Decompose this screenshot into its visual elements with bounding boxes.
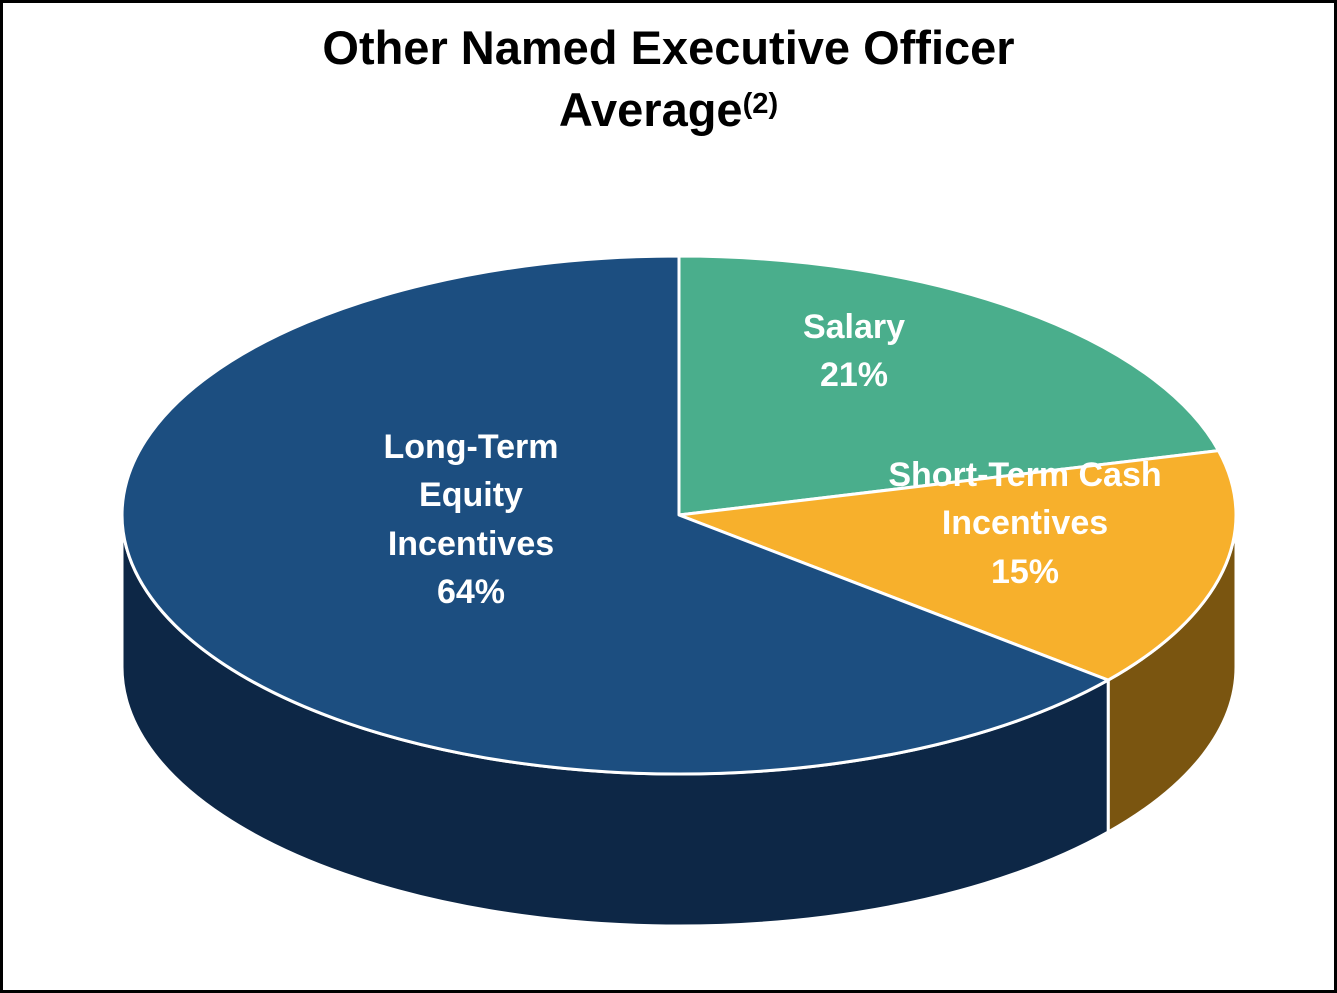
- slice-label-short-term-cash-incentives: Short-Term Cash Incentives 15%: [855, 451, 1195, 596]
- slice-label-salary-pct: 21%: [819, 356, 889, 395]
- slice-label-ltei-text: Long-Term Equity Incentives: [383, 428, 559, 563]
- pie-slice-short-term-cash-incentives: [677, 449, 1238, 682]
- slice-label-salary: Salary 21%: [754, 303, 954, 400]
- chart-title-line2: Average: [558, 83, 743, 137]
- chart-title-superscript: (2): [742, 87, 779, 120]
- pie-slice-long-term-equity-incentives: [120, 254, 1110, 776]
- pie-chart: [120, 254, 1238, 928]
- slice-label-stci-text: Short-Term Cash Incentives: [888, 456, 1162, 543]
- pie-slice-salary: [677, 254, 1220, 517]
- slice-label-ltei-pct: 64%: [436, 572, 506, 611]
- slice-label-long-term-equity-incentives: Long-Term Equity Incentives 64%: [351, 423, 591, 616]
- slice-label-stci-pct: 15%: [990, 552, 1060, 591]
- slice-label-salary-text: Salary: [802, 308, 906, 346]
- chart-title: Other Named Executive Officer Average(2): [3, 17, 1334, 141]
- chart-title-line1: Other Named Executive Officer: [322, 21, 1015, 74]
